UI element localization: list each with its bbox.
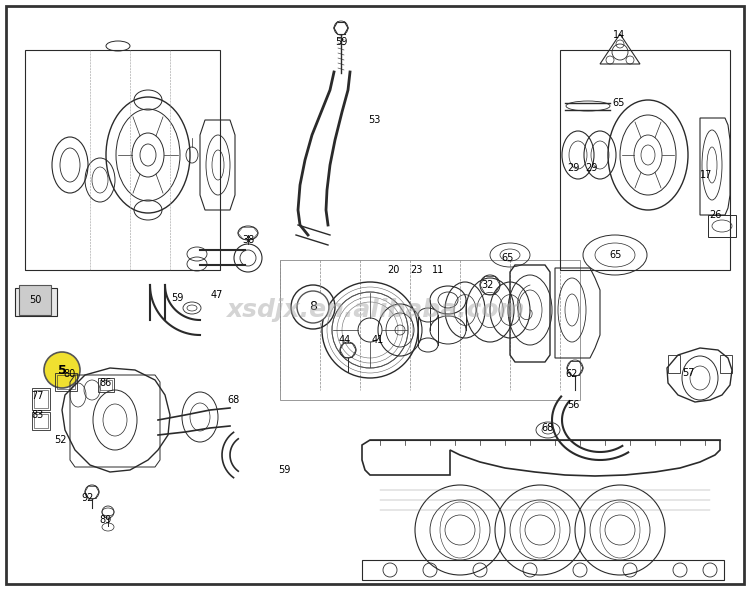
Circle shape (44, 352, 80, 388)
Text: 86: 86 (99, 378, 111, 388)
Text: 41: 41 (372, 335, 384, 345)
Circle shape (297, 291, 329, 323)
Text: 59: 59 (278, 465, 290, 475)
Bar (708, 215, 736, 237)
Text: 50: 50 (28, 295, 41, 305)
Circle shape (291, 285, 335, 329)
Text: 62: 62 (566, 369, 578, 379)
Text: 65: 65 (613, 98, 626, 108)
Text: 92: 92 (82, 493, 94, 503)
Bar (280, 260, 580, 400)
Text: 44: 44 (339, 335, 351, 345)
Bar (362, 560, 724, 580)
Bar (32, 388, 50, 410)
Text: 68: 68 (226, 395, 239, 405)
Text: 26: 26 (709, 210, 722, 220)
Text: 29: 29 (585, 163, 597, 173)
Text: 59: 59 (334, 37, 347, 47)
Text: 53: 53 (368, 115, 380, 125)
Text: 77: 77 (31, 391, 44, 401)
Text: 65: 65 (502, 253, 515, 263)
Bar (20, 293, 32, 311)
Text: 20: 20 (387, 265, 399, 275)
Text: xsdjx.en.alibaba.com: xsdjx.en.alibaba.com (226, 298, 524, 322)
Text: 29: 29 (567, 163, 579, 173)
Bar (560, 50, 730, 270)
Bar (100, 380, 112, 390)
Bar (32, 412, 50, 430)
Text: 83: 83 (31, 410, 43, 420)
Text: 17: 17 (700, 170, 712, 180)
Text: 68: 68 (542, 423, 554, 433)
Text: 11: 11 (432, 265, 444, 275)
Bar (36, 293, 48, 311)
Bar (25, 50, 220, 270)
Bar (34, 414, 48, 428)
Text: 32: 32 (481, 280, 494, 290)
Bar (668, 355, 680, 373)
Text: 57: 57 (682, 368, 694, 378)
Bar (55, 373, 77, 391)
Text: 59: 59 (171, 293, 183, 303)
Text: 52: 52 (54, 435, 66, 445)
Text: 8: 8 (309, 300, 317, 313)
Bar (720, 355, 732, 373)
Text: 65: 65 (610, 250, 622, 260)
Text: 23: 23 (410, 265, 422, 275)
Text: 56: 56 (567, 400, 579, 410)
Text: 38: 38 (242, 235, 254, 245)
Bar (15, 288, 57, 316)
Text: 14: 14 (613, 30, 626, 40)
Text: 5: 5 (58, 363, 66, 376)
Bar (34, 390, 48, 408)
Text: 89: 89 (99, 515, 111, 525)
Bar (57, 375, 75, 389)
Bar (98, 378, 114, 392)
Text: 47: 47 (211, 290, 224, 300)
Text: 80: 80 (64, 369, 76, 379)
